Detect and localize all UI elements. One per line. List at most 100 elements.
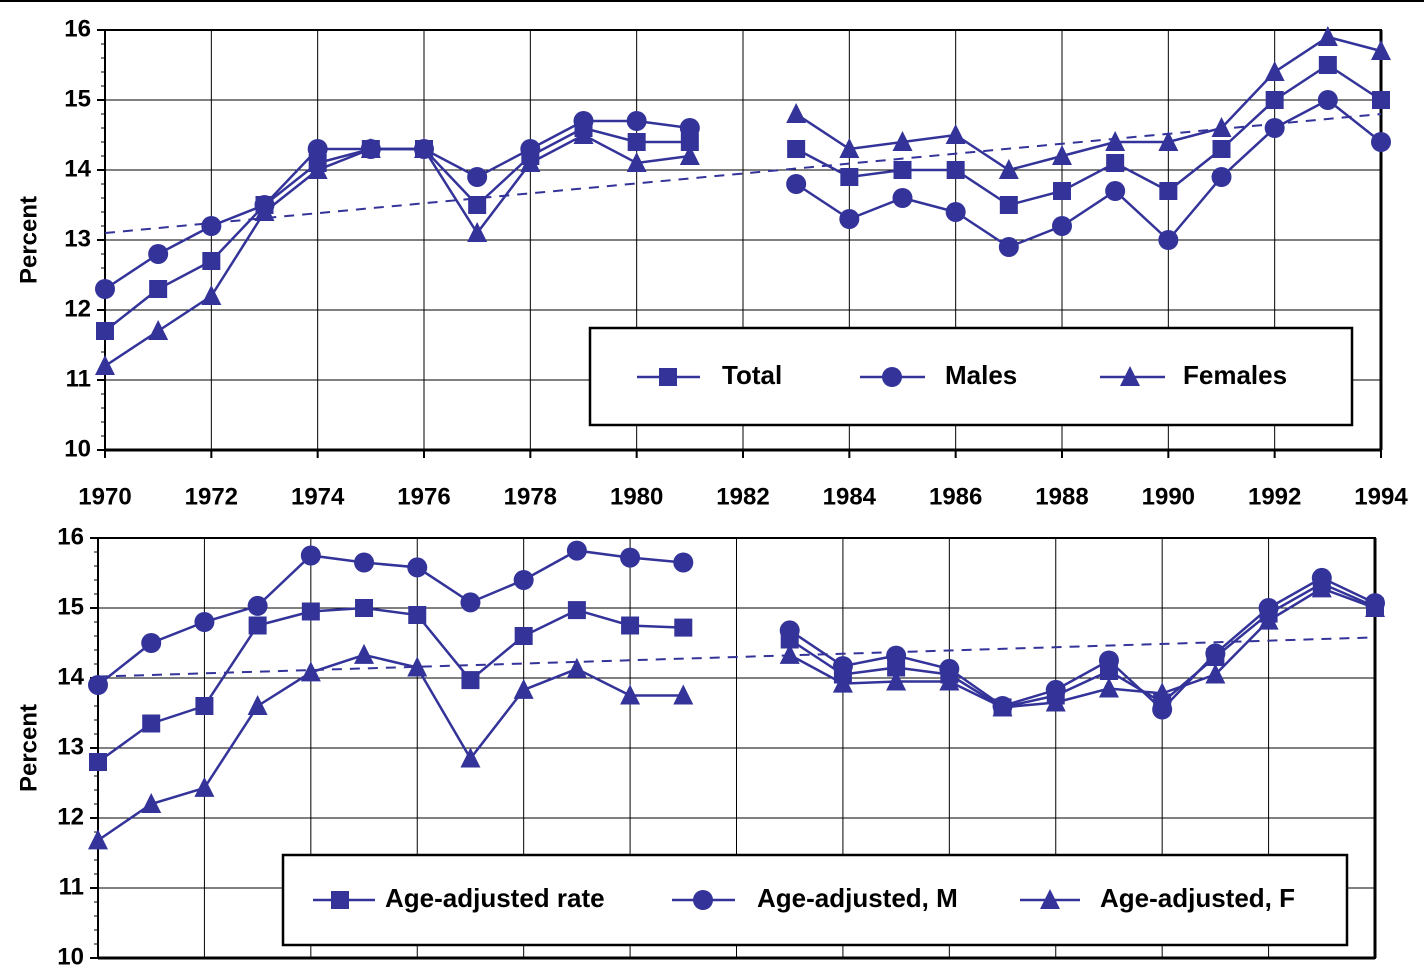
- data-point: [787, 140, 806, 158]
- data-point: [248, 616, 267, 635]
- x-tick-label: 1978: [504, 483, 557, 510]
- data-point: [626, 152, 647, 172]
- data-point: [626, 111, 647, 131]
- data-point: [520, 139, 541, 159]
- data-point: [513, 570, 534, 590]
- data-point: [460, 592, 481, 613]
- data-point: [779, 643, 800, 664]
- y-tick-label: 12: [57, 803, 84, 830]
- data-point: [1105, 181, 1126, 201]
- data-point: [1152, 699, 1173, 720]
- y-tick-label: 12: [64, 295, 91, 322]
- data-point: [195, 697, 214, 715]
- data-point: [939, 670, 960, 691]
- data-point: [142, 714, 161, 733]
- data-point: [254, 201, 275, 221]
- data-point: [1211, 117, 1232, 137]
- data-point: [460, 747, 481, 768]
- data-point: [1205, 663, 1226, 684]
- data-point: [408, 606, 427, 624]
- data-point: [1158, 230, 1179, 250]
- legend-marker: [882, 367, 902, 387]
- data-point: [513, 678, 534, 699]
- data-point: [892, 131, 913, 151]
- data-point: [1372, 91, 1390, 109]
- legend-label: Females: [1183, 360, 1287, 390]
- x-tick-label: 1986: [929, 483, 982, 510]
- data-point: [673, 552, 694, 573]
- y-tick-label: 15: [64, 85, 91, 112]
- data-point: [141, 633, 162, 653]
- data-point: [620, 547, 641, 568]
- data-point: [839, 209, 860, 229]
- data-point: [679, 145, 700, 165]
- data-point: [520, 152, 541, 172]
- x-tick-label: 1994: [1354, 483, 1408, 510]
- data-point: [1264, 61, 1285, 81]
- series-line: [104, 35, 1382, 368]
- data-point: [88, 675, 108, 695]
- data-point: [354, 643, 375, 664]
- x-tick-label: 1992: [1248, 483, 1301, 510]
- data-point: [786, 174, 807, 194]
- data-point: [1258, 598, 1279, 618]
- y-tick-label: 11: [66, 365, 91, 392]
- legend-label: Age-adjusted, M: [757, 883, 958, 913]
- data-point: [1106, 154, 1125, 172]
- legend-marker: [693, 890, 713, 910]
- data-point: [355, 599, 374, 617]
- data-point: [566, 540, 587, 561]
- data-point: [1258, 609, 1279, 630]
- data-point: [148, 244, 169, 264]
- data-point: [1052, 216, 1072, 236]
- data-point: [407, 557, 428, 578]
- data-point: [674, 618, 693, 637]
- legend-marker: [1120, 366, 1140, 386]
- data-point: [840, 168, 859, 186]
- data-point: [148, 320, 169, 340]
- data-point: [300, 545, 321, 566]
- data-point: [194, 612, 215, 632]
- data-point: [1152, 682, 1173, 703]
- x-tick-label: 1974: [291, 483, 345, 510]
- y-tick-label: 15: [57, 593, 84, 620]
- data-point: [679, 118, 700, 138]
- data-point: [998, 237, 1019, 257]
- data-point: [467, 167, 488, 187]
- data-point: [839, 138, 860, 158]
- data-point: [247, 595, 268, 616]
- data-point: [1098, 677, 1119, 698]
- data-point: [360, 138, 381, 158]
- data-point: [468, 196, 487, 214]
- x-tick-label: 1984: [823, 483, 877, 510]
- y-tick-label: 16: [64, 15, 91, 42]
- legend-label: Age-adjusted rate: [385, 883, 605, 913]
- y-tick-label: 14: [57, 663, 84, 690]
- x-tick-label: 1990: [1142, 483, 1195, 510]
- data-point: [992, 696, 1013, 717]
- data-point: [1212, 140, 1231, 158]
- data-point: [1098, 650, 1119, 671]
- data-point: [573, 111, 594, 131]
- data-point: [141, 793, 162, 813]
- data-point: [620, 684, 641, 705]
- data-point: [1052, 145, 1072, 165]
- legend-box: [281, 853, 1349, 947]
- data-point: [573, 124, 594, 144]
- y-tick-label: 10: [57, 943, 84, 968]
- data-point: [946, 161, 965, 179]
- y-tick-label: 14: [64, 155, 91, 182]
- y-axis-label: Percent: [15, 196, 42, 284]
- data-point: [886, 645, 907, 666]
- data-point: [893, 161, 912, 179]
- data-point: [201, 216, 222, 236]
- data-point: [1205, 643, 1226, 664]
- data-point: [95, 279, 115, 299]
- y-tick-label: 13: [57, 733, 84, 760]
- data-point: [779, 620, 800, 641]
- data-point: [999, 196, 1018, 214]
- data-point: [680, 133, 699, 151]
- data-point: [945, 202, 966, 222]
- legend-box: [588, 326, 1354, 427]
